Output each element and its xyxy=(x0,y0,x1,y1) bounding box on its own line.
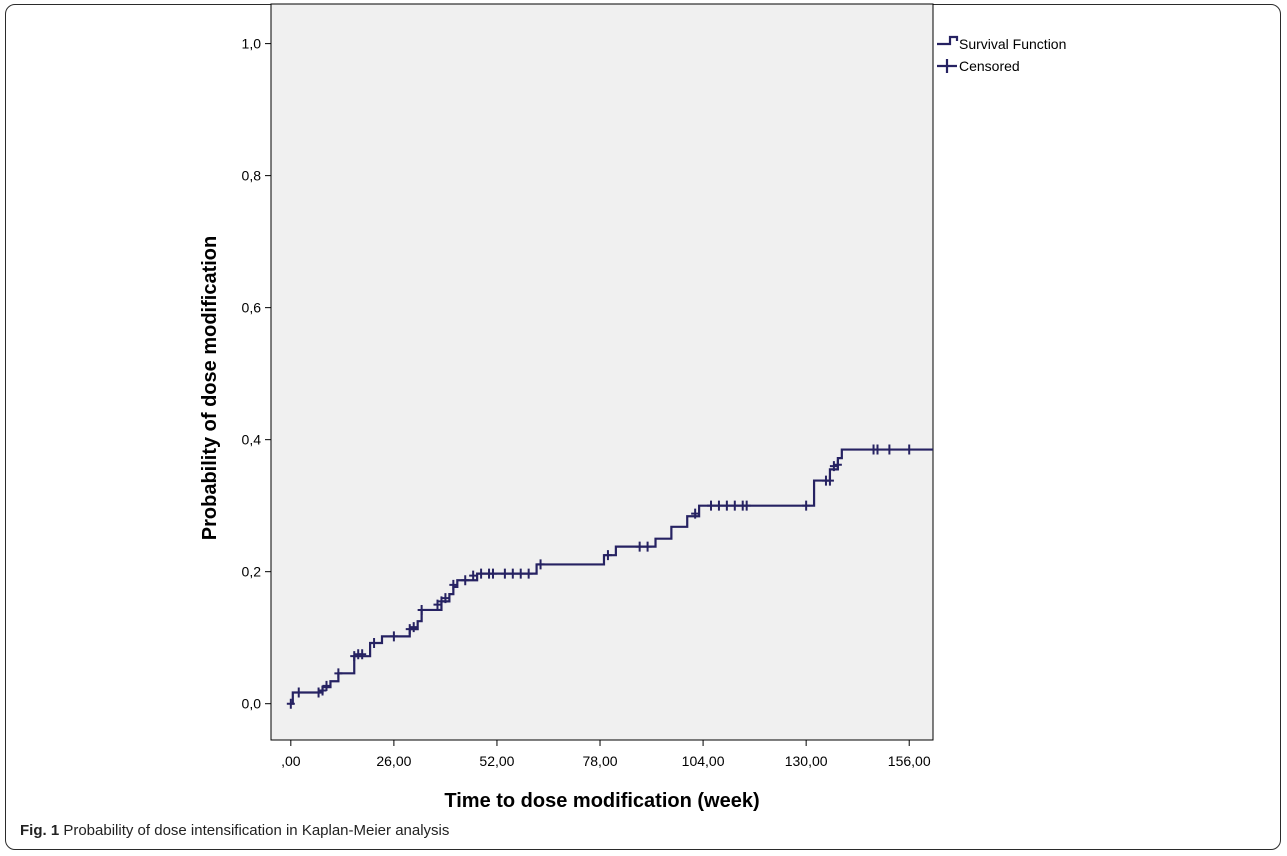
censored-mark xyxy=(461,575,470,586)
censored-mark xyxy=(722,500,731,511)
censored-mark xyxy=(389,631,398,642)
x-tick-label: 26,00 xyxy=(376,753,411,769)
series-layer xyxy=(286,444,933,709)
censored-mark xyxy=(905,444,914,455)
y-tick-label: 0,8 xyxy=(242,168,262,184)
axes: 0,0 0,2 0,4 0,6 0,8 1,0 ,00 26,00 52,00 78,00 104,… xyxy=(242,36,931,769)
y-tick-label: 0,2 xyxy=(242,564,262,580)
censored-mark xyxy=(370,637,379,648)
y-tick-label: 0,0 xyxy=(242,696,262,712)
censored-mark xyxy=(742,500,751,511)
x-tick-label: 104,00 xyxy=(682,753,725,769)
censored-mark xyxy=(477,568,486,579)
censored-mark xyxy=(286,698,295,709)
censored-mark xyxy=(825,475,834,486)
censored-mark xyxy=(833,459,842,470)
censored-mark xyxy=(635,541,644,552)
x-tick-label: 156,00 xyxy=(888,753,931,769)
censored-mark xyxy=(730,500,739,511)
censored-mark xyxy=(802,500,811,511)
legend-swatch-survival-function xyxy=(937,35,959,46)
censored-mark xyxy=(350,651,359,662)
censored-mark xyxy=(873,444,882,455)
legend-label-survival-function: Survival Function xyxy=(959,36,1066,52)
censored-mark xyxy=(314,687,323,698)
censored-mark xyxy=(417,604,426,615)
x-tick-label: 78,00 xyxy=(582,753,617,769)
x-axis-title: Time to dose modification (week) xyxy=(444,790,759,812)
censored-mark xyxy=(488,568,497,579)
censored-mark xyxy=(643,541,652,552)
censored-mark xyxy=(829,461,838,472)
y-tick-label: 1,0 xyxy=(242,36,262,52)
censored-mark xyxy=(334,668,343,679)
censored-mark xyxy=(508,568,517,579)
censored-mark xyxy=(691,508,700,519)
legend-label-censored: Censored xyxy=(959,58,1020,74)
legend-swatch-censored xyxy=(937,59,957,73)
y-axis-title: Probability of dose modification xyxy=(199,236,221,540)
censored-mark xyxy=(500,568,509,579)
plot-area xyxy=(270,3,934,741)
censored-mark xyxy=(885,444,894,455)
x-tick-label: ,00 xyxy=(281,753,301,769)
censored-mark xyxy=(322,680,331,691)
censored-mark xyxy=(449,579,458,590)
censored-mark xyxy=(516,568,525,579)
y-tick-label: 0,4 xyxy=(242,432,262,448)
censored-mark xyxy=(409,622,418,633)
censored-mark xyxy=(524,568,533,579)
censored-mark xyxy=(603,550,612,561)
figure-caption: Fig. 1 Probability of dose intensificati… xyxy=(20,822,449,839)
censored-mark xyxy=(536,559,545,570)
censored-mark xyxy=(405,624,414,635)
figure-label: Fig. 1 xyxy=(20,822,60,839)
censored-mark xyxy=(707,500,716,511)
x-tick-label: 130,00 xyxy=(785,753,828,769)
legend: Survival Function Censored xyxy=(937,35,1066,74)
x-tick-label: 52,00 xyxy=(479,753,514,769)
censored-mark xyxy=(358,649,367,660)
y-tick-label: 0,6 xyxy=(242,300,262,316)
figure-caption-text: Probability of dose intensification in K… xyxy=(63,822,450,839)
censored-mark xyxy=(714,500,723,511)
censored-mark xyxy=(469,570,478,581)
censored-mark xyxy=(441,593,450,604)
censored-mark xyxy=(294,687,303,698)
censored-mark xyxy=(318,685,327,696)
